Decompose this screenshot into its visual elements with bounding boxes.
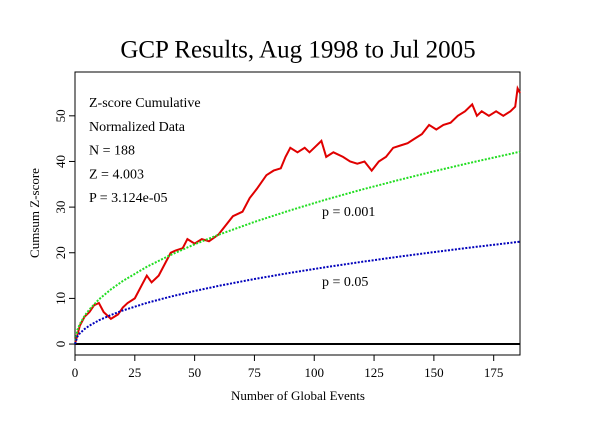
y-axis-label: Cumsum Z-score: [27, 168, 42, 258]
plot-frame: [74, 71, 521, 356]
x-tick-label: 175: [484, 365, 504, 380]
y-tick-label: 20: [53, 246, 68, 259]
annotation: Z = 4.003: [89, 167, 144, 182]
series-line: [74, 240, 521, 345]
x-tick-label: 75: [248, 365, 261, 380]
annotation: N = 188: [89, 144, 135, 159]
y-tick-label: 10: [53, 292, 68, 305]
x-tick-label: 100: [304, 365, 324, 380]
x-tick-label: 25: [128, 365, 141, 380]
x-tick-label: 150: [424, 365, 444, 380]
annotation: P = 3.124e-05: [89, 191, 168, 206]
y-tick-label: 0: [53, 341, 68, 348]
x-tick-label: 50: [188, 365, 201, 380]
series-label: p = 0.05: [322, 275, 368, 290]
x-tick-label: 0: [72, 365, 79, 380]
series-label: p = 0.001: [322, 205, 375, 220]
x-axis-label: Number of Global Events: [231, 388, 365, 403]
x-tick-label: 125: [364, 365, 384, 380]
y-tick-label: 30: [53, 201, 68, 214]
series-line: [74, 85, 521, 345]
y-tick-label: 40: [53, 155, 68, 168]
annotation: Z-score Cumulative: [89, 96, 201, 111]
chart-title: GCP Results, Aug 1998 to Jul 2005: [120, 37, 475, 64]
annotation: Normalized Data: [89, 120, 186, 135]
y-tick-label: 50: [53, 109, 68, 122]
